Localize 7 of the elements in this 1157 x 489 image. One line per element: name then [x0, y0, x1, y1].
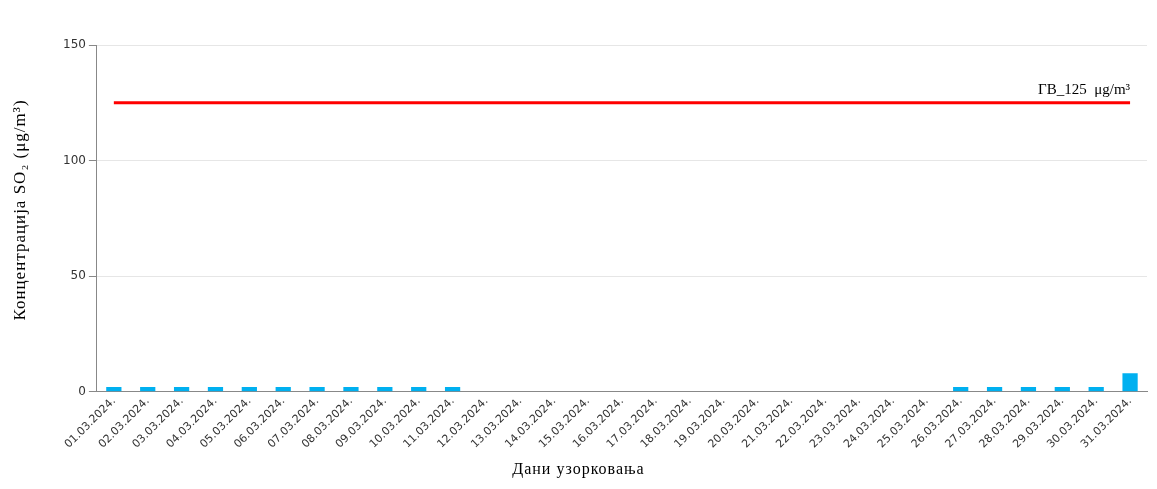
- x-axis-title: Дани узорковања: [511, 460, 646, 478]
- y-axis-title: Концентрација SO₂ (μg/m³): [10, 99, 30, 321]
- y-tick-label: 50: [70, 268, 86, 283]
- y-tick-label: 0: [78, 383, 86, 398]
- ref-line-label: ГВ_125 μg/m³: [1038, 81, 1131, 98]
- y-tick-label: 150: [63, 37, 86, 52]
- y-tick-label: 100: [63, 152, 86, 167]
